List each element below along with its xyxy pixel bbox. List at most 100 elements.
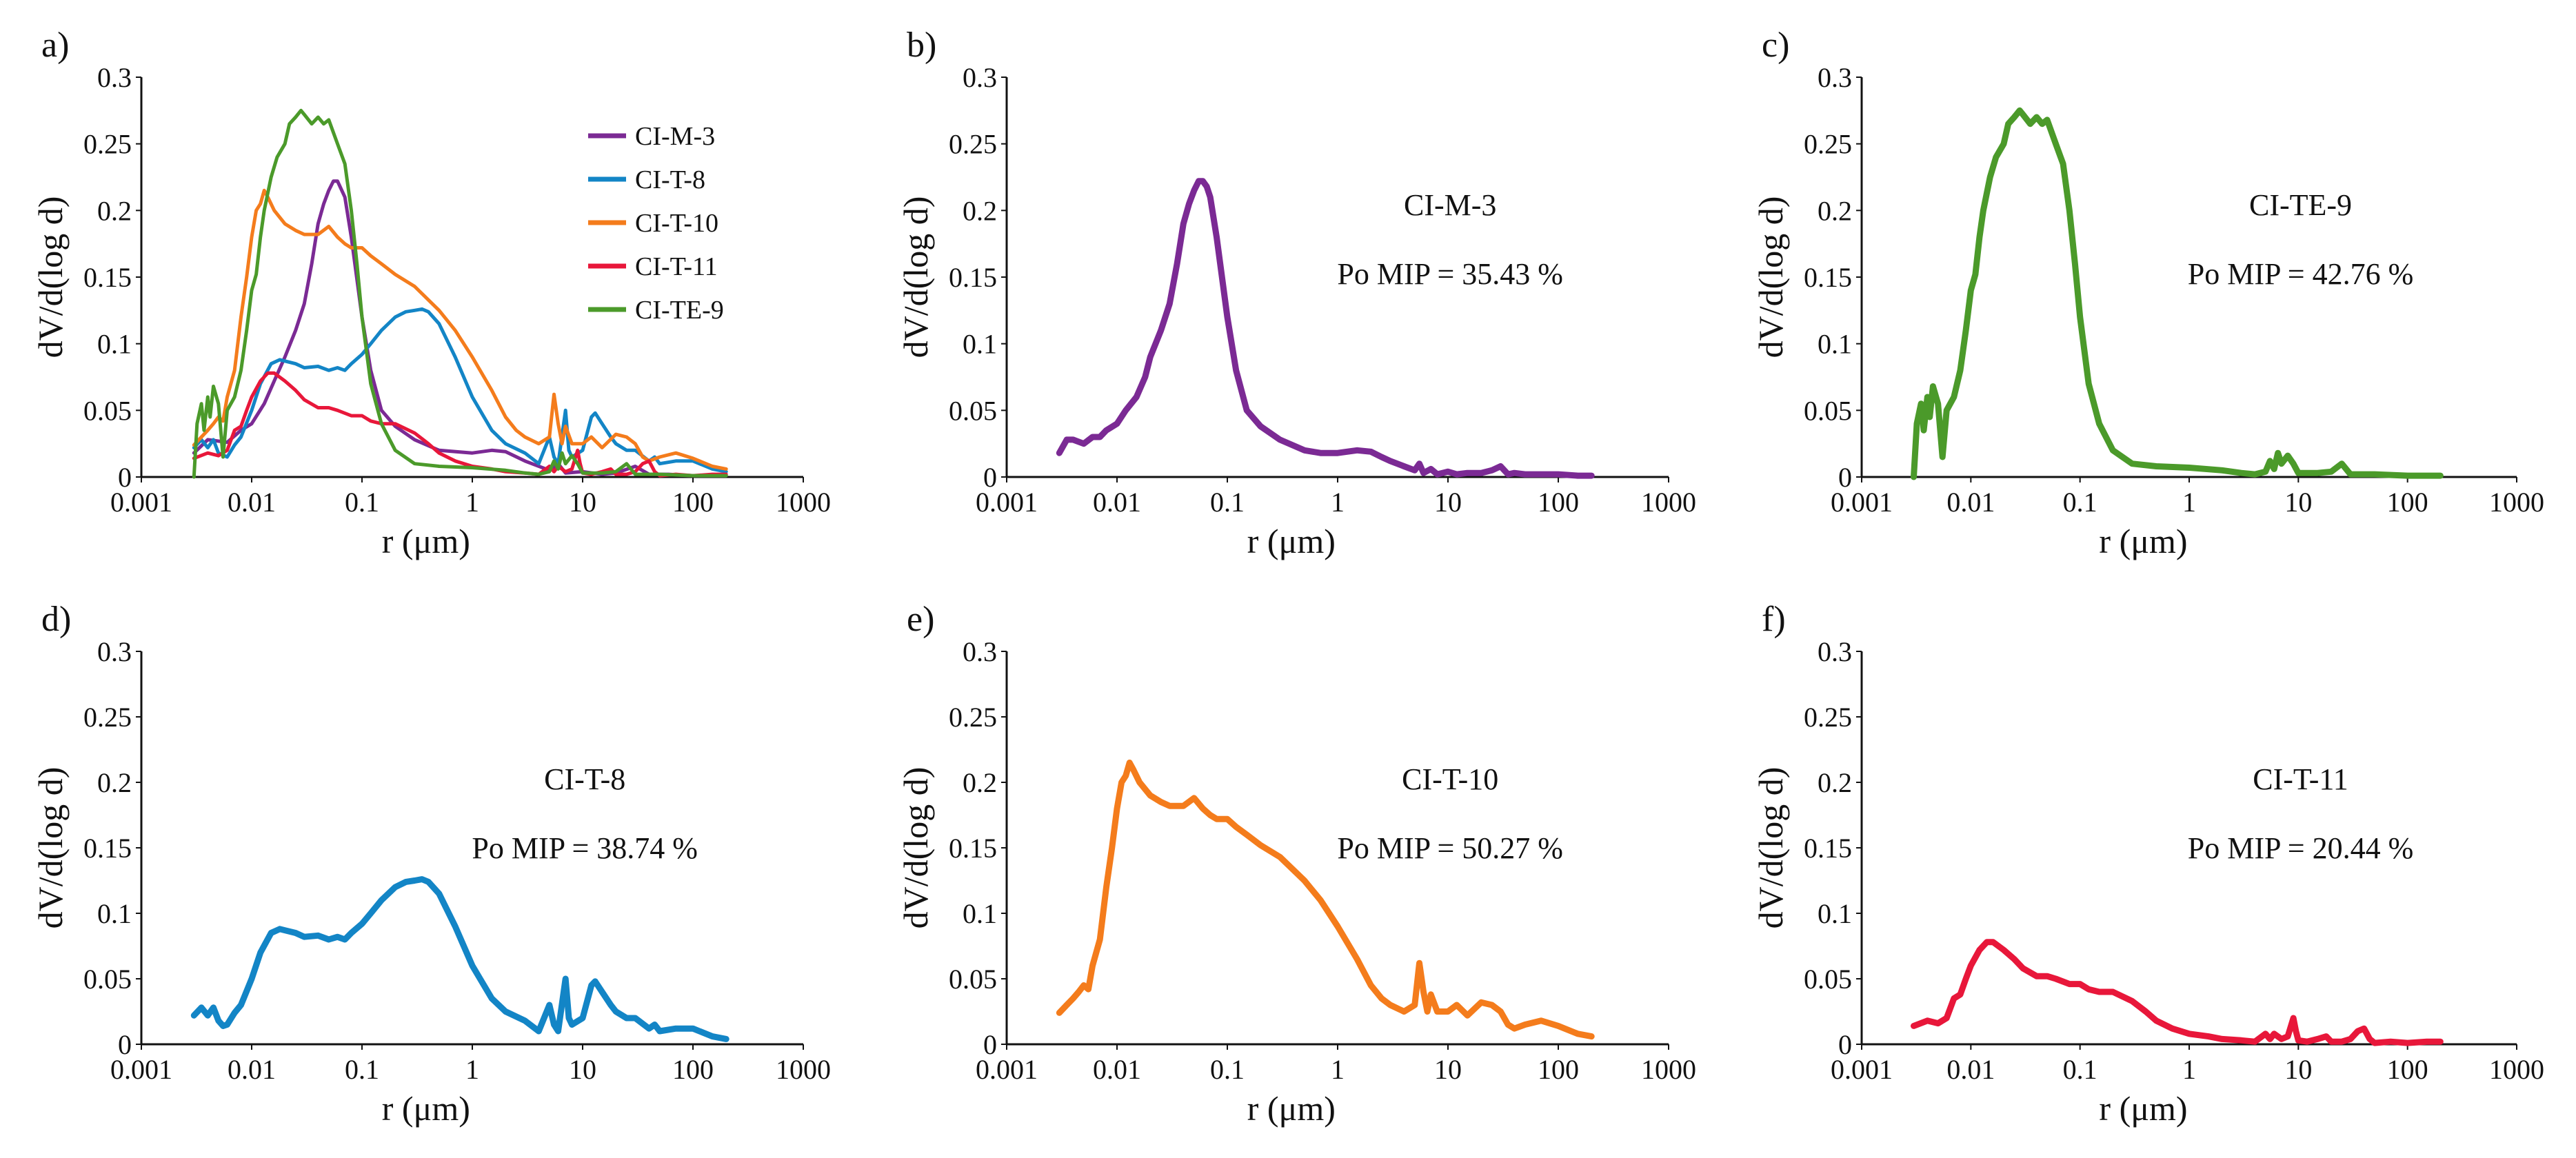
y-tick-label: 0 [983, 1029, 997, 1060]
x-tick-label: 1 [465, 1054, 479, 1085]
x-tick-label: 0.1 [2063, 487, 2097, 518]
y-tick-label: 0.05 [949, 964, 997, 995]
x-axis-title: r (μm) [2099, 522, 2187, 560]
panel-letter: d) [41, 600, 71, 639]
sample-label: CI-T-8 [544, 762, 625, 796]
x-tick-label: 100 [672, 487, 714, 518]
y-tick-label: 0.1 [1818, 329, 1852, 360]
x-tick-label: 0.001 [976, 487, 1038, 518]
series-line-ci-m-3 [1056, 178, 1595, 479]
sample-label: CI-T-11 [2253, 762, 2348, 796]
x-tick-label: 1000 [2489, 1054, 2544, 1085]
y-axis-title: dV/d(log d) [896, 196, 935, 358]
y-tick-label: 0.2 [963, 195, 997, 226]
x-tick-label: 0.1 [345, 1054, 379, 1085]
y-tick-label: 0.15 [949, 262, 997, 293]
series-line-ci-t-11 [192, 371, 728, 478]
y-axis-title: dV/d(log d) [31, 767, 70, 929]
x-tick-label: 0.01 [228, 1054, 276, 1085]
series-line-ci-te-9 [1911, 107, 2444, 480]
x-tick-label: 0.01 [228, 487, 276, 518]
sample-label: CI-T-10 [1402, 762, 1498, 796]
panel-letter: c) [1762, 26, 1789, 65]
x-axis-title: r (μm) [382, 522, 470, 560]
y-axis-title: dV/d(log d) [1751, 767, 1790, 929]
y-tick-label: 0.3 [97, 636, 132, 667]
x-tick-label: 10 [569, 487, 596, 518]
y-tick-label: 0.1 [963, 329, 997, 360]
x-tick-label: 0.001 [1831, 487, 1893, 518]
sample-label: CI-TE-9 [2249, 188, 2352, 222]
y-axis-title: dV/d(log d) [1751, 196, 1790, 358]
y-tick-label: 0.05 [83, 395, 132, 426]
x-tick-label: 10 [569, 1054, 596, 1085]
series-line-ci-t-10 [192, 188, 728, 471]
porosity-label: Po MIP = 50.27 % [1337, 831, 1563, 865]
panel-letter: b) [907, 26, 936, 65]
legend-label: CI-T-11 [635, 252, 718, 281]
y-tick-label: 0.25 [949, 702, 997, 733]
legend-label: CI-TE-9 [635, 296, 724, 325]
y-tick-label: 0 [118, 1029, 132, 1060]
y-tick-label: 0.25 [1804, 702, 1852, 733]
y-tick-label: 0.2 [97, 767, 132, 798]
x-tick-label: 0.1 [1210, 487, 1245, 518]
x-tick-label: 10 [1434, 487, 1462, 518]
y-tick-label: 0.05 [1804, 964, 1852, 995]
x-axis-title: r (μm) [382, 1089, 470, 1128]
y-tick-label: 0.2 [97, 195, 132, 226]
y-tick-label: 0.1 [963, 898, 997, 929]
x-tick-label: 0.001 [110, 1054, 172, 1085]
x-tick-label: 0.01 [1093, 1054, 1141, 1085]
porosity-label: Po MIP = 42.76 % [2188, 257, 2414, 291]
x-tick-label: 1 [2182, 1054, 2196, 1085]
x-tick-label: 1 [1331, 1054, 1345, 1085]
y-tick-label: 0.25 [83, 129, 132, 160]
y-tick-label: 0.25 [1804, 129, 1852, 160]
y-tick-label: 0.3 [1818, 636, 1852, 667]
x-tick-label: 0.001 [110, 487, 172, 518]
y-tick-label: 0.05 [949, 395, 997, 426]
y-tick-label: 0.2 [963, 767, 997, 798]
x-tick-label: 10 [1434, 1054, 1462, 1085]
porosity-label: Po MIP = 20.44 % [2188, 831, 2414, 865]
y-tick-label: 0.25 [83, 702, 132, 733]
x-axis-title: r (μm) [2099, 1089, 2187, 1128]
y-tick-label: 0.3 [1818, 62, 1852, 93]
series-line-ci-t-11 [1911, 939, 2444, 1046]
series-line-ci-t-10 [1056, 760, 1595, 1040]
x-tick-label: 100 [1538, 1054, 1579, 1085]
legend-label: CI-M-3 [635, 122, 715, 151]
x-tick-label: 1000 [776, 487, 831, 518]
x-tick-label: 0.01 [1093, 487, 1141, 518]
x-tick-label: 1000 [776, 1054, 831, 1085]
y-tick-label: 0.2 [1818, 767, 1852, 798]
y-tick-label: 0.15 [1804, 833, 1852, 864]
y-tick-label: 0.15 [1804, 262, 1852, 293]
y-axis-title: dV/d(log d) [31, 196, 70, 358]
panel-letter: a) [41, 26, 69, 65]
y-tick-label: 0.3 [97, 62, 132, 93]
x-tick-label: 1 [465, 487, 479, 518]
y-tick-label: 0.15 [949, 833, 997, 864]
x-tick-label: 100 [1538, 487, 1579, 518]
y-tick-label: 0.05 [1804, 395, 1852, 426]
x-axis-title: r (μm) [1247, 522, 1336, 560]
series-line-ci-t-8 [190, 876, 729, 1042]
y-tick-label: 0 [118, 462, 132, 493]
x-tick-label: 1000 [1641, 1054, 1696, 1085]
x-tick-label: 0.01 [1946, 1054, 1995, 1085]
porosity-label: Po MIP = 35.43 % [1337, 257, 1563, 291]
y-tick-label: 0.1 [97, 329, 132, 360]
x-tick-label: 0.1 [2063, 1054, 2097, 1085]
legend-label: CI-T-8 [635, 165, 705, 194]
x-tick-label: 0.001 [1831, 1054, 1893, 1085]
y-tick-label: 0.2 [1818, 195, 1852, 226]
y-tick-label: 0.3 [963, 62, 997, 93]
x-tick-label: 100 [2387, 1054, 2428, 1085]
y-tick-label: 0.25 [949, 129, 997, 160]
y-tick-label: 0 [983, 462, 997, 493]
y-tick-label: 0.3 [963, 636, 997, 667]
x-tick-label: 0.01 [1946, 487, 1995, 518]
